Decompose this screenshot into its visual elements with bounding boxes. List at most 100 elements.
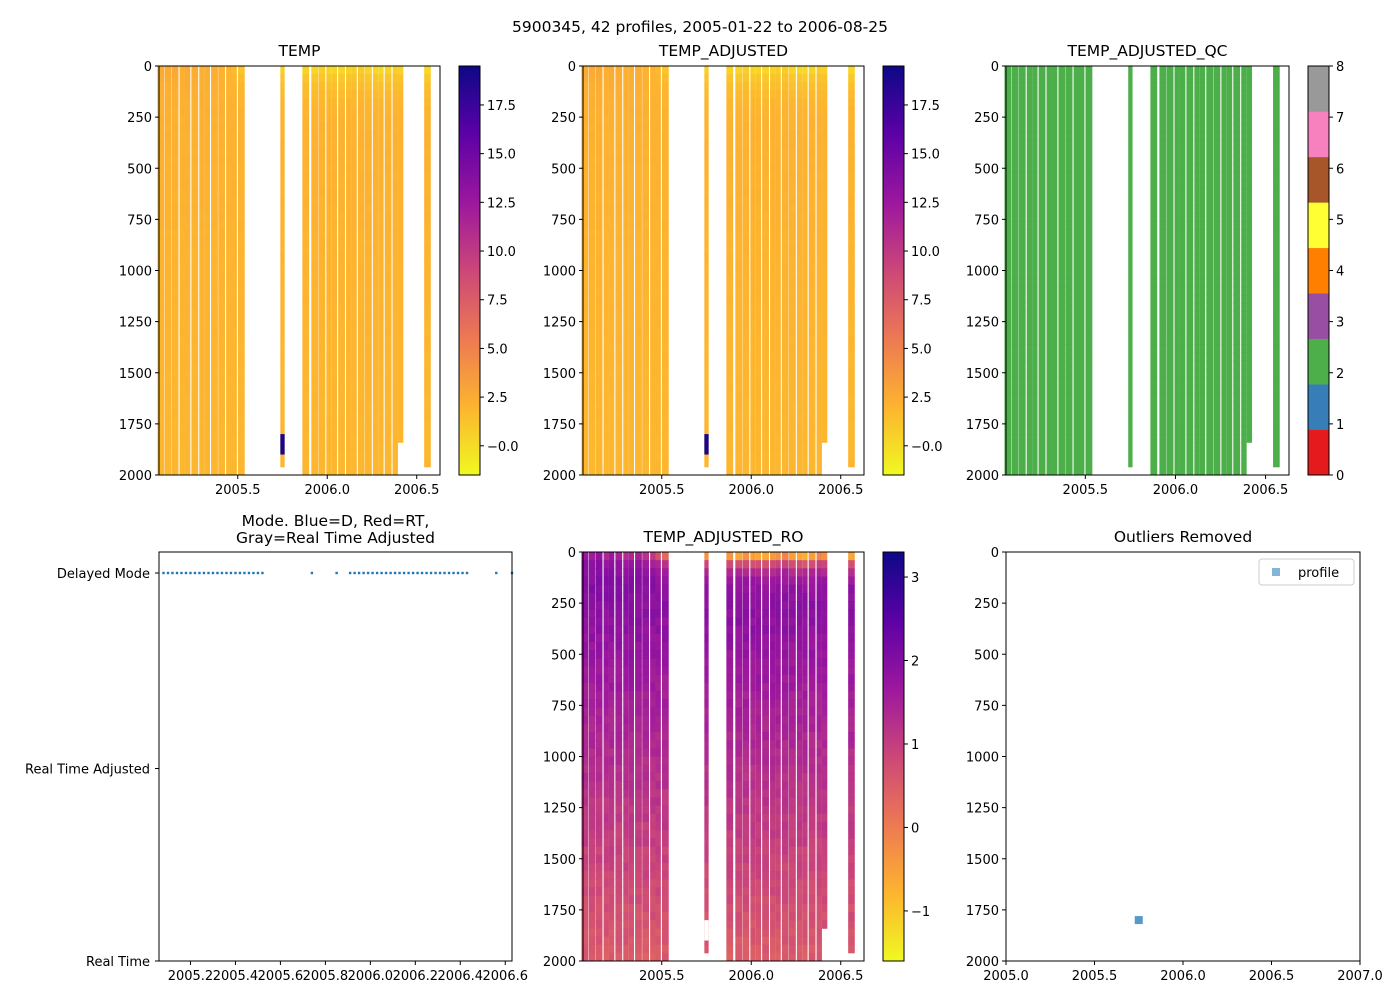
- temp-adjusted-qc-cell: [1241, 66, 1247, 75]
- temp-cell: [318, 90, 326, 100]
- temp-cell: [384, 466, 392, 476]
- temp-adjusted-cell: [635, 115, 642, 124]
- temp-cell: [424, 311, 431, 321]
- temp-adjusted-qc-cell: [1273, 442, 1280, 451]
- temp-adjusted-ro-cell: [595, 797, 603, 807]
- temp-adjusted-cell: [655, 213, 661, 222]
- temp-adjusted-cell: [775, 180, 781, 190]
- temp-adjusted-qc-cell: [1159, 458, 1167, 468]
- temp-adjusted-cell: [762, 262, 769, 271]
- temp-adjusted-cell: [595, 180, 603, 190]
- temp-adjusted-cell: [775, 139, 781, 149]
- temp-adjusted-ro-cell: [603, 609, 609, 618]
- temp-adjusted-qc-cell: [1213, 180, 1221, 190]
- temp-adjusted-qc-cell: [1004, 278, 1012, 288]
- temp-cell: [226, 98, 232, 108]
- temp-adjusted-qc-cell: [1128, 311, 1133, 321]
- temp-adjusted-cell: [661, 245, 669, 255]
- temp-adjusted-cell: [775, 360, 781, 370]
- temp-cell: [392, 466, 398, 476]
- temp-adjusted-qc-cell: [1018, 327, 1026, 337]
- temp-adjusted-cell: [848, 352, 855, 361]
- temp-adjusted-cell: [650, 458, 656, 468]
- temp-adjusted-qc-cell: [1199, 90, 1206, 100]
- temp-adjusted-qc-cell: [1213, 425, 1221, 435]
- temp-cell: [372, 205, 379, 214]
- temp-adjusted-qc-cell: [1194, 262, 1200, 271]
- temp-adjusted-qc-cell: [1179, 335, 1186, 345]
- temp-adjusted-qc-cell: [1213, 172, 1221, 182]
- temp-adjusted-qc-cell: [1085, 270, 1093, 280]
- temp-cell: [346, 376, 352, 386]
- temp-cell: [372, 327, 379, 337]
- temp-cell: [331, 458, 338, 468]
- temp-cell: [237, 98, 245, 108]
- temp-cell: [392, 106, 398, 116]
- temp-adjusted-qc-cell: [1174, 147, 1180, 157]
- temp-adjusted-cell: [655, 74, 661, 83]
- temp-cell: [280, 286, 285, 296]
- temp-cell: [171, 278, 179, 288]
- temp-adjusted-cell: [704, 139, 709, 149]
- temp-adjusted-cell: [615, 164, 623, 173]
- temp-adjusted-cell: [608, 115, 615, 124]
- temp-adjusted-qc-cell: [1194, 123, 1200, 132]
- temp-cell: [326, 311, 332, 321]
- temp-adjusted-cell: [789, 237, 796, 247]
- temp-cell: [331, 270, 338, 280]
- temp-adjusted-qc-cell: [1128, 66, 1133, 75]
- temp-cell: [357, 442, 365, 451]
- temp-cell: [157, 147, 165, 157]
- temp-cell: [326, 450, 332, 460]
- temp-adjusted-qc-cell: [1226, 458, 1233, 468]
- temp-adjusted-cell: [603, 229, 609, 239]
- temp-cell: [237, 401, 245, 411]
- temp-cell: [318, 98, 326, 108]
- temp-adjusted-ro-cell: [588, 911, 596, 921]
- temp-adjusted-cell: [735, 393, 743, 402]
- temp-adjusted-qc-cell: [1032, 385, 1038, 394]
- mode-frame: [158, 551, 513, 962]
- temp-cell: [199, 409, 205, 419]
- temp-adjusted-qc-cell: [1273, 254, 1280, 263]
- temp-adjusted-qc-cell: [1213, 74, 1221, 83]
- mode-point: [465, 571, 469, 575]
- temp-cell: [231, 434, 237, 443]
- temp-adjusted-ro-cell: [595, 764, 603, 774]
- temp-adjusted-qc-cell: [1246, 106, 1253, 116]
- temp-adjusted-qc-cell: [1174, 66, 1180, 75]
- temp-adjusted-cell: [650, 90, 656, 100]
- temp-adjusted-cell: [615, 278, 623, 288]
- temp-adjusted-cell: [655, 303, 661, 312]
- temp-adjusted-cell: [726, 188, 734, 198]
- temp-cell: [157, 376, 165, 386]
- temp-cell: [204, 442, 211, 451]
- temp-adjusted-qc-cell: [1194, 278, 1200, 288]
- temp-cell: [171, 90, 179, 100]
- temp-adjusted-qc-cell: [1032, 237, 1038, 247]
- temp-cell: [204, 385, 211, 394]
- temp-adjusted-qc-cell: [1128, 188, 1133, 198]
- temp-adjusted-cell: [802, 106, 808, 116]
- temp-cell: [351, 196, 357, 206]
- temp-cell: [384, 213, 392, 222]
- temp-cell: [226, 262, 232, 271]
- temp-adjusted-cell: [816, 344, 822, 353]
- temp-adjusted-qc-cell: [1273, 376, 1280, 386]
- temp-cell: [302, 385, 310, 394]
- temp-cell: [199, 245, 205, 255]
- temp-adjusted-cell: [755, 344, 762, 353]
- temp-adjusted-ro-cell: [581, 748, 589, 757]
- temp-adjusted-cell: [750, 286, 756, 296]
- temp-adjusted-cell: [615, 180, 623, 190]
- temp-adjusted-cell: [775, 147, 781, 157]
- temp-adjusted-qc-cell: [1159, 245, 1167, 255]
- temp-adjusted-outlier-cell: [704, 434, 709, 455]
- temp-adjusted-ro-cell: [588, 879, 596, 888]
- temp-cell: [365, 237, 372, 247]
- temp-adjusted-cell: [650, 385, 656, 394]
- temp-cell: [179, 221, 185, 231]
- temp-adjusted-qc-cell: [1213, 434, 1221, 443]
- temp-adjusted-qc-cell: [1233, 417, 1241, 427]
- temp-adjusted-qc-cell: [1226, 196, 1233, 206]
